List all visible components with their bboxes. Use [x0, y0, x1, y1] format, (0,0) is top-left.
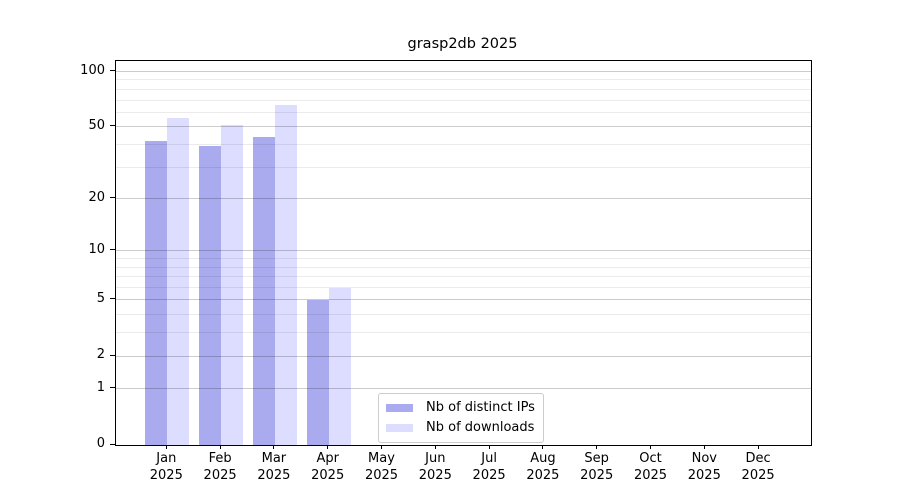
gridline-minor-90: [116, 79, 811, 81]
bar-downloads-apr: [328, 287, 351, 445]
gridline-minor-4: [116, 314, 811, 316]
legend-swatch-downloads-icon: [386, 424, 413, 432]
y-tick-20: [110, 197, 115, 199]
y-tick-50: [110, 125, 115, 127]
bar-downloads-mar: [274, 104, 297, 445]
x-tick-apr: [327, 445, 329, 449]
x-tick-oct: [650, 445, 651, 449]
bar-distinct-ips-feb: [199, 146, 222, 445]
y-tick-label-10: 10: [88, 241, 105, 257]
gridline-major-50: [116, 126, 811, 128]
legend-entry-downloads: Nb of downloads: [386, 418, 535, 438]
bars-layer: [116, 61, 811, 445]
bar-downloads-jan: [167, 117, 190, 445]
x-tick-feb: [219, 445, 221, 449]
x-tick-label-nov: Nov 2025: [687, 451, 721, 483]
y-tick-5: [110, 298, 115, 300]
y-tick-2: [110, 354, 115, 356]
x-tick-label-sep: Sep 2025: [580, 451, 614, 483]
gridline-major-5: [116, 299, 811, 301]
y-tick-label-2: 2: [96, 347, 105, 363]
x-tick-jun: [434, 445, 436, 449]
legend: Nb of distinct IPs Nb of downloads: [378, 393, 544, 443]
gridline-major-20: [116, 198, 811, 200]
y-tick-label-20: 20: [88, 189, 105, 205]
x-tick-jul: [488, 445, 490, 449]
bar-downloads-feb: [221, 125, 244, 445]
x-tick-sep: [596, 445, 598, 449]
gridline-minor-60: [116, 111, 811, 113]
gridline-minor-80: [116, 88, 811, 90]
plot-area: [115, 60, 812, 446]
x-tick-label-may: May 2025: [364, 451, 399, 483]
gridline-minor-70: [116, 99, 811, 101]
x-tick-nov: [703, 445, 705, 449]
gridline-major-1: [116, 388, 811, 390]
gridline-minor-7: [116, 276, 811, 278]
gridline-minor-9: [116, 258, 811, 260]
y-tick-label-100: 100: [80, 62, 105, 78]
legend-entry-distinct-ips: Nb of distinct IPs: [386, 398, 535, 418]
x-tick-may: [381, 445, 382, 449]
y-tick-label-1: 1: [96, 379, 105, 395]
bar-distinct-ips-jan: [145, 140, 168, 445]
y-tick-label-0: 0: [96, 436, 105, 451]
y-tick-0: [110, 443, 115, 445]
gridline-minor-8: [116, 266, 811, 268]
x-tick-jan: [165, 445, 167, 449]
y-tick-label-5: 5: [96, 290, 105, 306]
x-tick-label-jan: Jan 2025: [149, 451, 183, 483]
legend-label-downloads: Nb of downloads: [426, 420, 535, 435]
x-tick-label-aug: Aug 2025: [526, 451, 560, 483]
bar-distinct-ips-apr: [306, 300, 329, 445]
x-tick-label-apr: Apr 2025: [311, 451, 345, 483]
legend-label-distinct-ips: Nb of distinct IPs: [426, 400, 535, 415]
y-tick-10: [110, 249, 115, 251]
gridline-minor-40: [116, 143, 811, 145]
gridlines-layer: [116, 61, 811, 445]
gridline-major-2: [116, 355, 811, 357]
legend-swatch-distinct-ips-icon: [386, 404, 413, 412]
x-tick-label-oct: Oct 2025: [633, 451, 668, 483]
y-tick-1: [110, 387, 115, 389]
x-tick-mar: [273, 445, 275, 449]
x-tick-aug: [542, 445, 544, 449]
x-tick-label-jun: Jun 2025: [418, 451, 452, 483]
gridline-major-10: [116, 250, 811, 252]
y-tick-label-50: 50: [88, 117, 105, 133]
x-tick-label-jul: Jul 2025: [472, 451, 506, 483]
x-tick-label-mar: Mar 2025: [257, 451, 291, 483]
chart-title: grasp2db 2025: [407, 36, 518, 52]
bar-distinct-ips-mar: [252, 136, 275, 445]
x-tick-label-dec: Dec 2025: [741, 451, 775, 483]
x-tick-dec: [757, 445, 759, 449]
y-tick-100: [110, 70, 115, 71]
x-tick-label-feb: Feb 2025: [203, 451, 237, 483]
gridline-minor-30: [116, 166, 811, 168]
gridline-minor-6: [116, 287, 811, 289]
gridline-major-100: [116, 71, 811, 72]
gridline-minor-3: [116, 332, 811, 334]
